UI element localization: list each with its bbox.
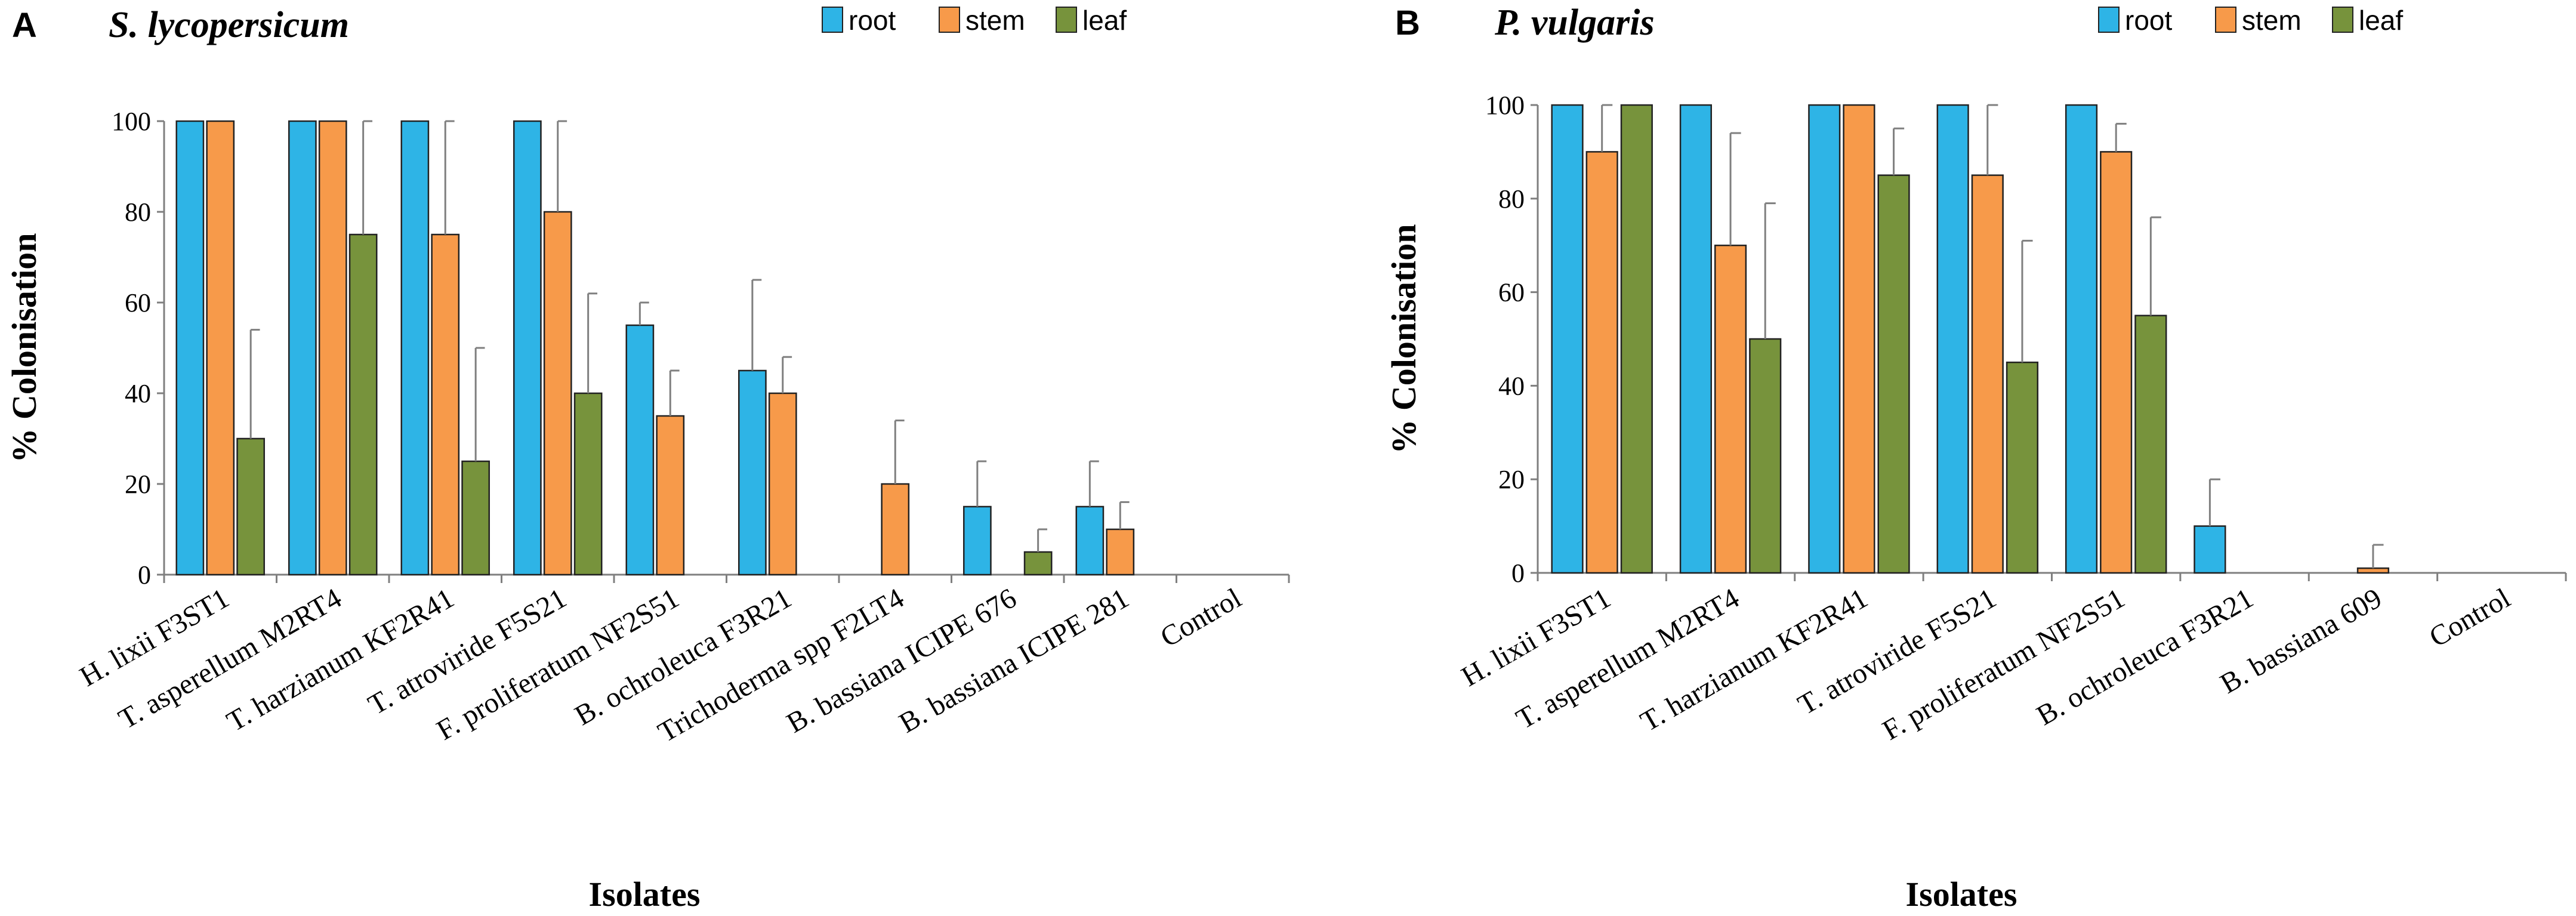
x-axis-label: Isolates <box>1906 875 2017 913</box>
bar-leaf <box>1620 104 1653 574</box>
bar-stem <box>431 233 460 576</box>
bar-root <box>400 120 430 576</box>
bar-root <box>288 120 317 576</box>
panel-label: A <box>12 6 37 45</box>
bar-leaf <box>2006 361 2039 574</box>
bar-stem <box>543 211 572 576</box>
bar-root <box>1551 104 1584 574</box>
bar-stem <box>318 120 347 576</box>
legend-swatch-leaf <box>2332 7 2353 33</box>
bar-root <box>513 120 542 576</box>
x-tick-label: T. harzianum KF2R41 <box>1635 582 1873 738</box>
x-tick-label: Control <box>1155 582 1247 653</box>
bar-leaf <box>236 437 266 576</box>
y-axis-label: % Colonisation <box>1384 224 1423 454</box>
chart-panel-b: B P. vulgaris root stem leaf 0 20 40 60 80 100 % Co… <box>1384 2 2567 914</box>
bar-stem <box>1971 174 2004 574</box>
bar-root <box>1808 104 1841 574</box>
y-tick-label: 40 <box>125 379 151 408</box>
bar-stem <box>2356 567 2390 574</box>
y-tick-label: 80 <box>125 198 151 227</box>
bar-stem <box>1714 244 1747 574</box>
x-tick-label: B. ochroleuca F3R21 <box>2031 582 2259 732</box>
legend-swatch-stem <box>2215 7 2236 33</box>
x-axis-label: Isolates <box>589 875 701 913</box>
legend-swatch-leaf <box>1056 7 1077 33</box>
y-tick-label: 20 <box>1498 465 1525 494</box>
y-tick-label: 60 <box>1498 278 1525 307</box>
bar-root <box>625 324 655 576</box>
panel-label: B <box>1395 4 1420 42</box>
bar-stem <box>1843 104 1875 574</box>
legend-label-stem: stem <box>965 5 1025 36</box>
x-tick-label: Control <box>2424 582 2516 653</box>
y-tick-label: 40 <box>1498 371 1525 400</box>
bar-leaf <box>1749 338 1782 574</box>
legend-swatch-root <box>822 7 843 33</box>
legend-label-root: root <box>849 5 896 36</box>
legend-label-root: root <box>2125 5 2172 36</box>
legend-swatch-stem <box>939 7 960 33</box>
bar-root <box>175 120 205 576</box>
x-tick-label: T. asperellum M2RT4 <box>1511 582 1745 736</box>
bar-root <box>738 369 767 576</box>
bar-leaf <box>1877 174 1910 574</box>
bar-leaf <box>1023 551 1053 576</box>
bar-leaf <box>2134 314 2167 574</box>
bar-leaf <box>573 392 603 576</box>
bar-root <box>1679 104 1713 574</box>
y-tick-label: 100 <box>1485 91 1525 120</box>
bar-leaf <box>348 233 378 576</box>
bar-stem <box>1585 151 1618 574</box>
x-tick-label: F. proliferatum NF2S51 <box>1877 582 2130 747</box>
bar-root <box>2065 104 2098 574</box>
bar-stem <box>1106 528 1135 576</box>
y-tick-label: 0 <box>1511 559 1525 588</box>
y-axis-label: % Colonisation <box>5 233 44 462</box>
bar-root <box>1075 505 1105 576</box>
bar-root <box>1936 104 1969 574</box>
legend-label-stem: stem <box>2242 5 2302 36</box>
legend-label-leaf: leaf <box>2359 5 2403 36</box>
y-tick-label: 0 <box>138 560 151 590</box>
legend-label-leaf: leaf <box>1082 5 1127 36</box>
bar-leaf <box>461 460 490 576</box>
bar-stem <box>2100 151 2133 574</box>
bar-root <box>2194 525 2226 574</box>
y-tick-label: 80 <box>1498 184 1525 214</box>
y-tick-label: 20 <box>125 470 151 499</box>
bar-root <box>962 505 992 576</box>
bar-stem <box>206 120 235 576</box>
legend-swatch-root <box>2098 7 2120 33</box>
bar-stem <box>768 392 797 576</box>
chart-panel-a: A S. lycopersicum root stem leaf 0 20 40 60 80 100… <box>5 5 1290 914</box>
y-tick-label: 100 <box>112 107 151 136</box>
bar-stem <box>881 483 910 576</box>
chart-title: P. vulgaris <box>1494 2 1655 43</box>
bar-stem <box>656 415 685 576</box>
y-tick-label: 60 <box>125 288 151 317</box>
chart-title: S. lycopersicum <box>109 5 349 45</box>
